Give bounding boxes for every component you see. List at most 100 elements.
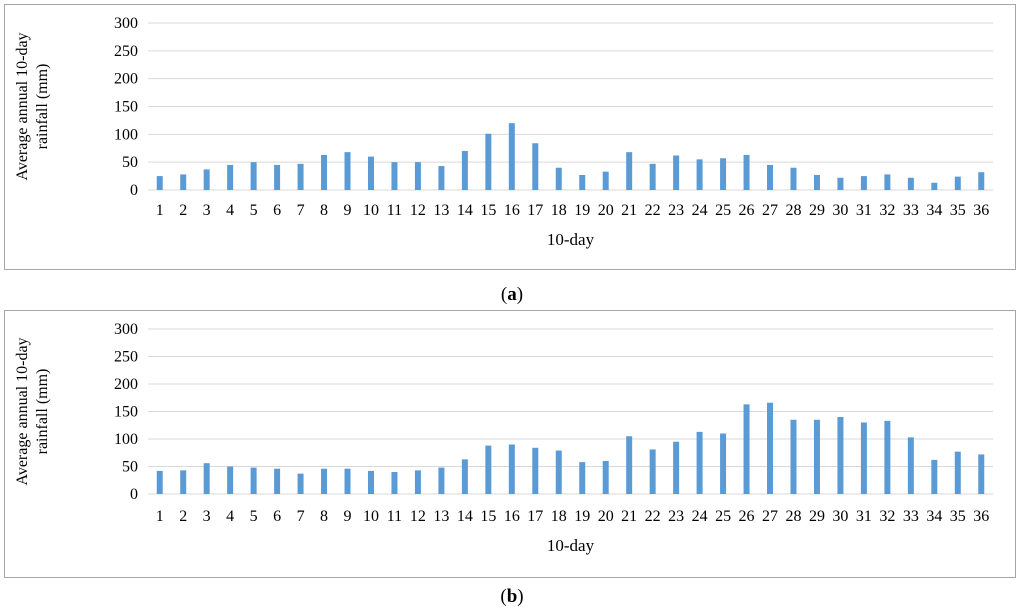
bar: [978, 172, 985, 190]
bar: [954, 176, 961, 190]
bar: [767, 164, 774, 190]
x-tick-label: 9: [344, 202, 352, 219]
x-tick-label: 17: [527, 508, 543, 525]
x-tick-label: 8: [320, 508, 328, 525]
x-tick-label: 7: [297, 202, 305, 219]
x-tick-label: 27: [762, 202, 778, 219]
bar: [673, 155, 680, 190]
bar: [367, 156, 374, 190]
x-tick-label: 26: [739, 202, 755, 219]
chart-panel-a: 0 50 100 150 200 250 300 Average annual 10-day r…: [4, 4, 1016, 270]
x-tick-label: 11: [387, 202, 402, 219]
x-tick-label: 32: [879, 202, 895, 219]
bar: [813, 419, 820, 494]
y-tick-label: 250: [114, 349, 138, 366]
x-tick-label: 6: [273, 508, 281, 525]
y-tick-label: 150: [114, 99, 138, 116]
y-tick-label: 200: [114, 71, 138, 88]
bar: [203, 463, 210, 494]
x-tick-label: 13: [433, 508, 449, 525]
bar: [321, 154, 328, 190]
x-tick-label: 20: [598, 508, 614, 525]
x-tick-label: 26: [739, 508, 755, 525]
bar: [532, 143, 539, 190]
bar: [626, 152, 633, 190]
bar: [532, 447, 539, 494]
chart-a-svg: 0 50 100 150 200 250 300 Average annual 10-day r…: [14, 15, 993, 249]
x-tick-label: 30: [832, 202, 848, 219]
bar: [274, 164, 281, 190]
x-tick-label: 1: [156, 202, 164, 219]
caption-a-label: a: [507, 284, 517, 305]
x-tick-label: 14: [457, 508, 473, 525]
bar: [555, 167, 562, 190]
y-axis-label-line: Average annual 10-day: [14, 337, 31, 485]
x-tick-label: 2: [179, 508, 187, 525]
caption-b: (b): [500, 586, 524, 607]
bar: [227, 164, 234, 190]
x-tick-label: 19: [574, 508, 590, 525]
bar: [884, 420, 891, 494]
bar: [438, 166, 445, 190]
x-tick-label: 5: [250, 202, 258, 219]
x-tick-label: 16: [504, 202, 520, 219]
x-tick-label: 33: [903, 508, 919, 525]
bar: [414, 162, 421, 190]
x-tick-label: 20: [598, 202, 614, 219]
bar: [931, 182, 938, 190]
x-tick-label: 7: [297, 508, 305, 525]
caption-a: (a): [500, 284, 524, 305]
bar: [344, 152, 351, 190]
bar: [297, 473, 304, 494]
bar: [203, 169, 210, 190]
bar: [156, 470, 163, 494]
bar: [508, 123, 515, 190]
x-tick-label: 3: [203, 202, 211, 219]
bar: [227, 466, 234, 494]
bar: [626, 436, 633, 494]
y-tick-label: 50: [122, 154, 138, 171]
bar: [790, 167, 797, 190]
y-tick-label: 300: [114, 15, 138, 32]
y-tick-label: 250: [114, 43, 138, 60]
x-tick-label: 22: [645, 508, 661, 525]
y-tick-label: 50: [122, 459, 138, 476]
x-tick-label: 10: [363, 202, 379, 219]
y-axis-label-line: rainfall (mm): [34, 64, 51, 150]
x-tick-label: 24: [692, 202, 708, 219]
x-tick-label: 29: [809, 508, 825, 525]
bar: [344, 468, 351, 494]
x-tick-label: 35: [950, 202, 966, 219]
bar: [860, 422, 867, 494]
x-tick-label: 32: [879, 508, 895, 525]
bar: [250, 162, 257, 190]
bar: [321, 468, 328, 494]
bar: [907, 437, 914, 494]
bar: [837, 177, 844, 190]
bar: [391, 162, 398, 190]
bar: [860, 176, 867, 190]
bar: [907, 177, 914, 190]
x-tick-label: 25: [715, 508, 731, 525]
x-tick-label: 19: [574, 202, 590, 219]
x-tick-label: 18: [551, 508, 567, 525]
bar: [414, 470, 421, 494]
x-tick-label: 33: [903, 202, 919, 219]
x-tick-label: 34: [926, 202, 942, 219]
bar: [696, 159, 703, 190]
y-tick-label: 100: [114, 126, 138, 143]
bar: [485, 445, 492, 494]
bar: [649, 449, 656, 494]
x-tick-label: 12: [410, 202, 426, 219]
bar: [602, 171, 609, 190]
x-tick-label: 31: [856, 202, 872, 219]
x-tick-label: 35: [950, 508, 966, 525]
y-axis-label: Average annual 10-day rainfall (mm): [14, 32, 51, 180]
bar: [837, 417, 844, 494]
x-tick-label: 16: [504, 508, 520, 525]
y-tick-label: 300: [114, 321, 138, 338]
x-tick-label: 30: [832, 508, 848, 525]
x-tick-label: 23: [668, 202, 684, 219]
bar: [367, 470, 374, 494]
y-axis-label: Average annual 10-day rainfall (mm): [14, 337, 51, 485]
